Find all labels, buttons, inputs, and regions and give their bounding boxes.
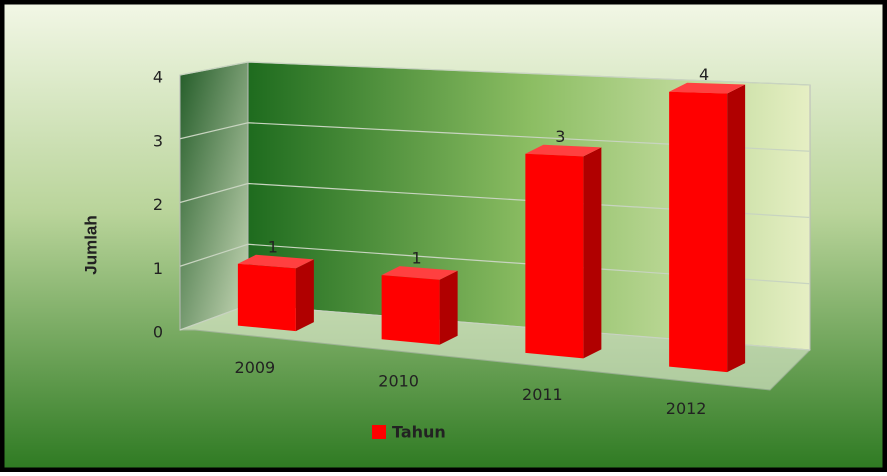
y-tick-label: 3 <box>153 131 163 150</box>
grid-line <box>179 182 811 219</box>
x-tick-label: 2010 <box>378 372 419 391</box>
x-tick-label: 2009 <box>235 358 276 377</box>
bar-top <box>525 144 602 157</box>
data-label: 3 <box>555 127 565 146</box>
bar <box>525 144 602 359</box>
y-tick-label: 1 <box>153 259 163 278</box>
y-tick-label: 2 <box>153 195 163 214</box>
bar-side <box>439 270 458 345</box>
bar-front <box>237 263 296 332</box>
y-axis-label: Jumlah <box>81 215 100 275</box>
grid-line <box>179 243 811 285</box>
data-label: 1 <box>412 249 422 268</box>
bar-side <box>583 147 602 359</box>
bar-top <box>381 266 458 280</box>
bar-front <box>525 153 584 359</box>
bar <box>381 266 458 345</box>
grid-line <box>179 122 811 152</box>
side-wall <box>179 61 249 331</box>
legend-label: Tahun <box>392 423 446 442</box>
data-label: 4 <box>699 65 709 84</box>
x-tick-label: 2012 <box>666 399 707 418</box>
bar-front <box>669 91 728 373</box>
y-tick-label: 0 <box>153 323 163 342</box>
y-tick-label: 4 <box>153 68 163 87</box>
legend-swatch <box>372 425 386 439</box>
x-tick-label: 2011 <box>522 385 563 404</box>
grid-line <box>179 61 811 86</box>
bar <box>237 254 314 332</box>
data-label: 1 <box>268 237 278 256</box>
bar-top <box>669 82 746 94</box>
bar-side <box>295 259 314 332</box>
bar-top <box>237 254 314 269</box>
bar <box>669 82 746 373</box>
bar-side <box>727 84 746 373</box>
bar-front <box>381 275 440 345</box>
